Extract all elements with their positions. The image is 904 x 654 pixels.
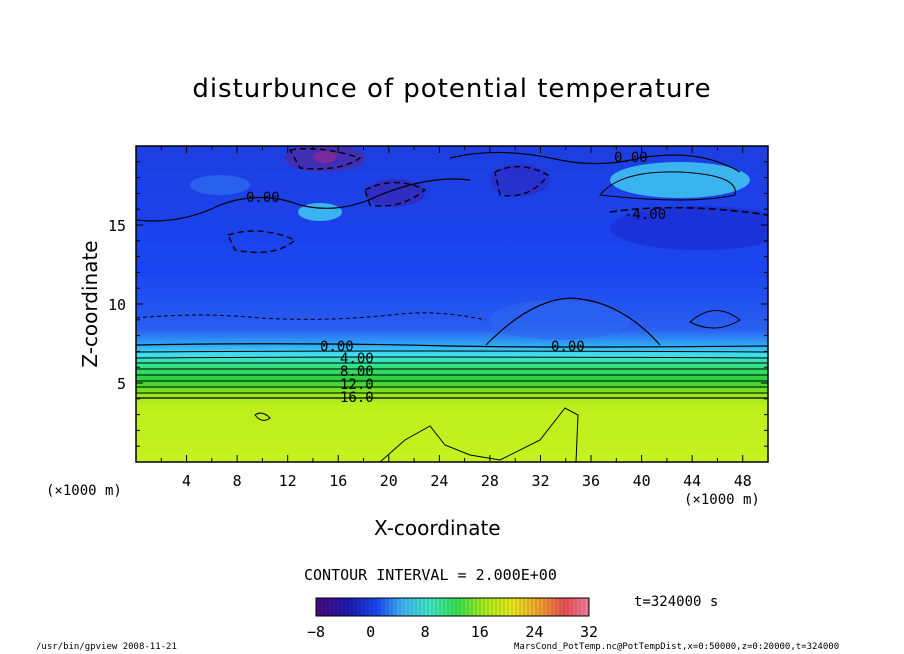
heatmap-field xyxy=(136,146,768,462)
x-tick-label: 36 xyxy=(582,472,600,490)
y-tick-label: 10 xyxy=(108,296,126,314)
contour-label: 0.00 xyxy=(246,190,280,206)
contour-label: 8.00 xyxy=(340,364,374,380)
y-tick-label: 15 xyxy=(108,217,126,235)
contour-label: 0.00 xyxy=(551,339,585,355)
colorbar-tick-label: 32 xyxy=(580,623,598,641)
x-tick-label: 16 xyxy=(329,472,347,490)
y-tick-label: 5 xyxy=(117,375,126,393)
contour-label: 12.0 xyxy=(340,377,374,393)
x-tick-label: 48 xyxy=(734,472,752,490)
contour-label: 0.00 xyxy=(614,150,648,166)
x-tick-label: 40 xyxy=(633,472,651,490)
footer-source: MarsCond_PotTemp.nc@PotTempDist,x=0:5000… xyxy=(514,642,840,652)
x-unit-left: (×1000 m) xyxy=(46,483,122,499)
x-tick-label: 44 xyxy=(683,472,701,490)
colorbar-tick-label: 16 xyxy=(471,623,489,641)
x-tick-label: 28 xyxy=(481,472,499,490)
x-tick-label: 20 xyxy=(380,472,398,490)
x-tick-label: 24 xyxy=(430,472,448,490)
x-unit-right: (×1000 m) xyxy=(684,492,760,508)
x-tick-label: 32 xyxy=(531,472,549,490)
y-axis-label: Z-coordinate xyxy=(78,240,102,368)
contour-interval: CONTOUR INTERVAL = 2.000E+00 xyxy=(304,566,557,584)
x-axis-label: X-coordinate xyxy=(374,516,501,540)
colorbar-stripes xyxy=(319,598,589,616)
x-tick-label: 12 xyxy=(279,472,297,490)
colorbar-tick-label: 0 xyxy=(366,623,375,641)
x-axis: 4 8 12 16 20 24 28 32 36 40 44 48 xyxy=(160,146,752,490)
contour-labels: 0.00 0.00 0.00 -4.00 0.00 4.00 8.00 12.0… xyxy=(246,150,666,406)
x-tick-label: 4 xyxy=(182,472,191,490)
time-label: t=324000 s xyxy=(634,594,719,610)
x-tick-label: 8 xyxy=(233,472,242,490)
colorbar-tick-label: −8 xyxy=(307,623,325,641)
colorbar-tick-label: 8 xyxy=(421,623,430,641)
colorbar-tick-label: 24 xyxy=(525,623,543,641)
colorbar xyxy=(315,597,590,617)
footer-command: /usr/bin/gpview 2008-11-21 xyxy=(36,642,177,652)
contour-label: 16.0 xyxy=(340,390,374,406)
colorbar-ticks: −8 0 8 16 24 32 xyxy=(307,623,598,641)
y-axis: 5 10 15 xyxy=(108,161,768,447)
chart-title: disturbunce of potential temperature xyxy=(192,74,712,104)
contour-label: 0.00 xyxy=(320,339,354,355)
contour-label: -4.00 xyxy=(624,207,666,223)
contour-label: 4.00 xyxy=(340,351,374,367)
